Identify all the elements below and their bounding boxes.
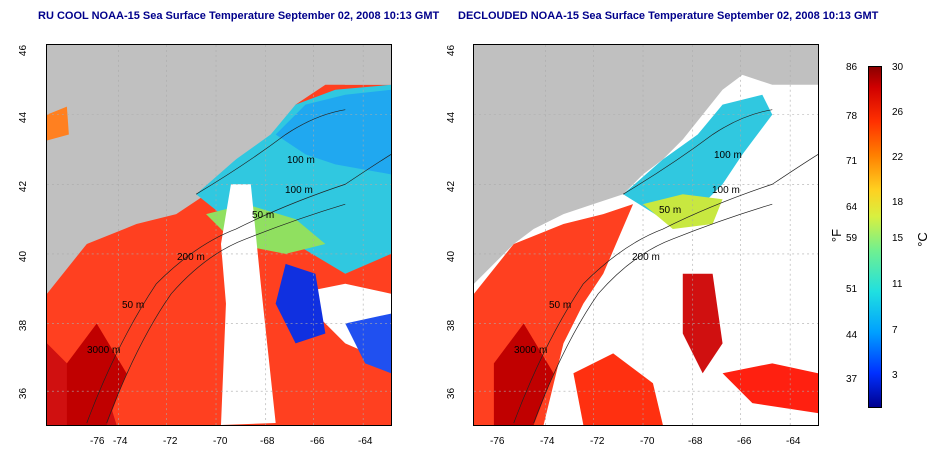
contour-label: 50 m (252, 210, 275, 221)
x-tick-label: -70 (640, 436, 655, 447)
contour-label: 50 m (659, 205, 682, 216)
fahrenheit-label: 37 (846, 374, 858, 385)
left-sst-image (47, 45, 391, 425)
y-tick-label: 46 (18, 44, 30, 57)
contour-label: 50 m (549, 300, 572, 311)
y-tick-label: 42 (446, 180, 458, 193)
contour-label: 100 m (285, 185, 313, 196)
contour-label: 3000 m (514, 345, 548, 356)
fahrenheit-label: 71 (846, 156, 858, 167)
y-tick-label: 38 (446, 319, 458, 332)
fahrenheit-label: 78 (846, 111, 858, 122)
x-tick-label: -64 (358, 436, 373, 447)
contour-label: 100 m (287, 155, 315, 166)
celsius-label: 11 (892, 279, 903, 290)
left-map-title: RU COOL NOAA-15 Sea Surface Temperature … (38, 10, 440, 22)
fahrenheit-label: 59 (846, 233, 858, 244)
celsius-label: 22 (892, 152, 904, 163)
fahrenheit-unit-label: °F (829, 228, 845, 243)
celsius-label: 3 (892, 370, 898, 381)
celsius-label: 26 (892, 107, 904, 118)
y-tick-label: 36 (18, 387, 30, 400)
y-tick-label: 44 (18, 111, 30, 124)
celsius-label: 30 (892, 62, 904, 73)
x-tick-label: -72 (163, 436, 178, 447)
contour-label: 200 m (177, 252, 205, 263)
y-tick-label: 42 (18, 180, 30, 193)
temperature-colorbar (868, 66, 882, 408)
x-tick-label: -76 (90, 436, 105, 447)
x-tick-label: -66 (310, 436, 325, 447)
fahrenheit-label: 51 (846, 284, 858, 295)
x-tick-label: -74 (113, 436, 128, 447)
right-sst-map: 100 m 100 m 50 m 200 m 50 m 3000 m (473, 44, 819, 426)
y-tick-label: 40 (18, 250, 30, 263)
fahrenheit-label: 44 (846, 330, 858, 341)
celsius-label: 18 (892, 197, 904, 208)
celsius-label: 7 (892, 325, 898, 336)
x-tick-label: -70 (213, 436, 228, 447)
y-tick-label: 38 (18, 319, 30, 332)
right-sst-image (474, 45, 818, 425)
celsius-unit-label: °C (914, 232, 930, 247)
celsius-label: 15 (892, 233, 904, 244)
fahrenheit-label: 86 (846, 62, 858, 73)
x-tick-label: -64 (786, 436, 801, 447)
contour-label: 100 m (712, 185, 740, 196)
x-tick-label: -68 (260, 436, 275, 447)
x-tick-label: -68 (688, 436, 703, 447)
x-tick-label: -66 (737, 436, 752, 447)
y-tick-label: 46 (446, 44, 458, 57)
x-tick-label: -76 (490, 436, 505, 447)
y-tick-label: 36 (446, 387, 458, 400)
y-tick-label: 40 (446, 250, 458, 263)
x-tick-label: -72 (590, 436, 605, 447)
right-map-title: DECLOUDED NOAA-15 Sea Surface Temperatur… (458, 10, 879, 22)
x-tick-label: -74 (540, 436, 555, 447)
contour-label: 200 m (632, 252, 660, 263)
contour-label: 50 m (122, 300, 145, 311)
contour-label: 3000 m (87, 345, 121, 356)
left-sst-map: 100 m 100 m 50 m 200 m 50 m 3000 m (46, 44, 392, 426)
fahrenheit-label: 64 (846, 202, 858, 213)
contour-label: 100 m (714, 150, 742, 161)
y-tick-label: 44 (446, 111, 458, 124)
